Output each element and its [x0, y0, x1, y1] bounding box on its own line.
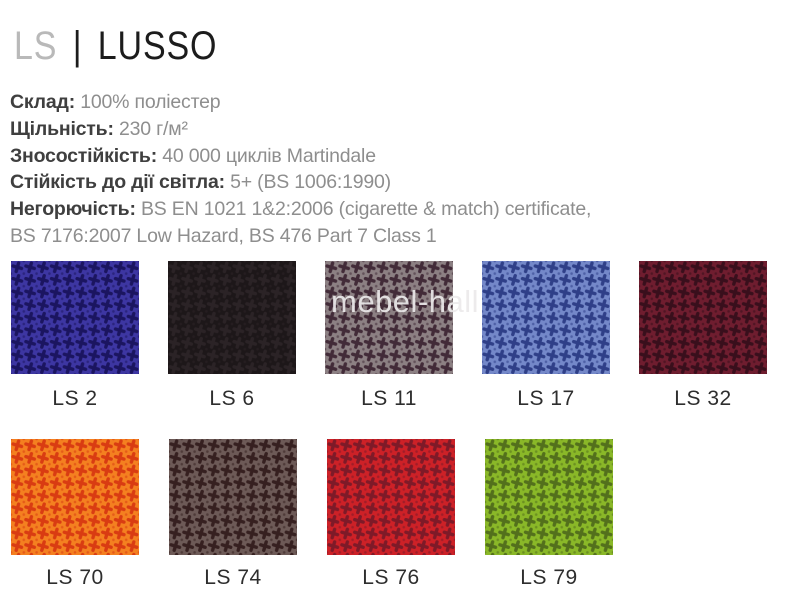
fabric-swatch-image	[482, 261, 610, 374]
spec-value: 230 г/м²	[118, 117, 188, 140]
spec-value: 100% поліестер	[80, 91, 221, 113]
fabric-swatch-image	[639, 261, 767, 374]
swatch-label: LS 11	[361, 387, 417, 410]
spec-label: Стійкість до дії світла:	[10, 171, 225, 194]
fabric-texture	[11, 261, 139, 374]
fabric-texture	[482, 261, 610, 374]
title-separator: |	[72, 24, 83, 68]
spec-line-flammability: Негорючість: BS EN 1021 1&2:2006 (cigare…	[10, 196, 591, 223]
spec-value: BS EN 1021 1&2:2006 (cigarette & match) …	[140, 198, 592, 221]
swatch-ls-70: LS 70	[11, 439, 139, 589]
spec-label: Зносостійкість:	[10, 144, 158, 167]
spec-line-composition: Склад: 100% поліестер	[10, 89, 591, 116]
swatch-label: LS 76	[362, 566, 420, 589]
swatch-label: LS 32	[674, 387, 732, 410]
spec-line-flammability-cont: BS 7176:2007 Low Hazard, BS 476 Part 7 C…	[10, 224, 437, 247]
swatch-ls-2: LS 2	[11, 261, 139, 410]
swatch-ls-32: LS 32	[639, 261, 767, 410]
spec-line-density: Щільність: 230 г/м²	[10, 116, 591, 143]
swatch-ls-74: LS 74	[169, 439, 297, 589]
fabric-swatch-image	[168, 261, 296, 374]
fabric-swatch-image	[485, 439, 613, 555]
fabric-swatch-image	[169, 439, 297, 555]
fabric-swatch-image	[327, 439, 455, 555]
fabric-swatch-image	[325, 261, 453, 374]
fabric-swatch-image	[11, 261, 139, 374]
swatch-ls-6: LS 6	[168, 261, 296, 410]
swatch-ls-79: LS 79	[485, 439, 613, 589]
swatch-label: LS 74	[204, 566, 262, 589]
collection-name: LUSSO	[97, 24, 218, 68]
swatch-row-1: LS 2 LS 6 LS 11 LS 17 LS 32	[11, 261, 767, 410]
swatch-ls-76: LS 76	[327, 439, 455, 589]
swatch-row-2: LS 70 LS 74 LS 76 LS 79	[11, 439, 613, 589]
spec-label: Негорючість:	[10, 198, 136, 221]
spec-label: Склад:	[10, 91, 75, 113]
fabric-texture	[325, 261, 453, 374]
swatch-ls-11: LS 11	[325, 261, 453, 410]
page-title: LS | LUSSO	[14, 24, 217, 69]
fabric-texture	[168, 261, 296, 374]
swatch-label: LS 2	[52, 387, 98, 410]
swatch-ls-17: LS 17	[482, 261, 610, 410]
swatch-label: LS 70	[46, 566, 104, 589]
fabric-texture	[11, 439, 139, 555]
fabric-texture	[169, 439, 297, 555]
spec-value: 5+ (BS 1006:1990)	[230, 171, 391, 194]
series-code: LS	[14, 24, 58, 68]
fabric-texture	[639, 261, 767, 374]
spec-label: Щільність:	[10, 117, 114, 140]
spec-line-lightfastness: Стійкість до дії світла: 5+ (BS 1006:199…	[10, 169, 591, 196]
spec-value: 40 000 циклів Martindale	[162, 144, 376, 167]
spec-list: Склад: 100% поліестер Щільність: 230 г/м…	[10, 89, 591, 250]
fabric-swatch-image	[11, 439, 139, 555]
fabric-texture	[327, 439, 455, 555]
fabric-texture	[485, 439, 613, 555]
swatch-label: LS 6	[209, 387, 255, 410]
swatch-label: LS 79	[520, 566, 578, 589]
spec-line-abrasion: Зносостійкість: 40 000 циклів Martindale	[10, 143, 591, 170]
swatch-label: LS 17	[517, 387, 575, 410]
